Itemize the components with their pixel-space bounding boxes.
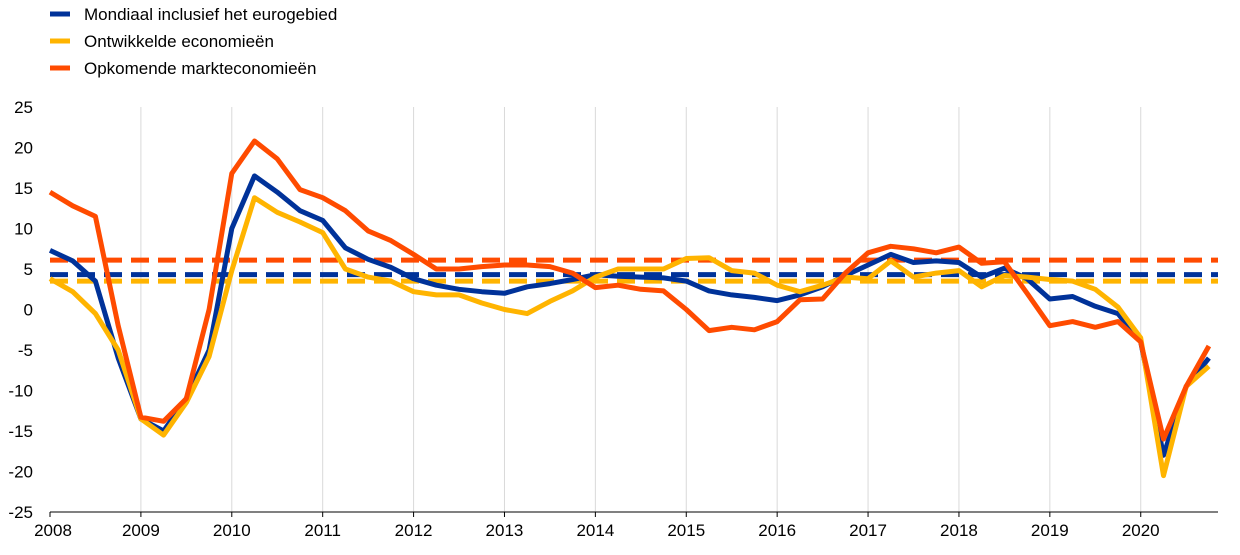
y-tick-label: 20 (14, 139, 33, 158)
x-axis: 2008 2009 2010 2011 2012 2013 2014 2015 2016 2017… (34, 511, 1218, 540)
x-tick-label: 2010 (213, 521, 251, 540)
x-tick-label: 2009 (122, 521, 160, 540)
y-tick-label: -15 (8, 422, 33, 441)
y-tick-label: 15 (14, 179, 33, 198)
x-tick-label: 2017 (849, 521, 887, 540)
y-tick-label: -5 (18, 341, 33, 360)
x-tick-label: 2011 (304, 521, 341, 540)
y-tick-label: 10 (14, 220, 33, 239)
legend-label-mondiaal-inclusief-het-eurogebied: Mondiaal inclusief het eurogebied (84, 5, 337, 24)
y-tick-label: 5 (24, 260, 33, 279)
x-tick-label: 2015 (667, 521, 705, 540)
y-tick-label: -10 (8, 382, 33, 401)
x-tick-label: 2014 (576, 521, 614, 540)
legend-label-opkomende-markteconomieen: Opkomende markteconomieën (84, 59, 316, 78)
legend-label-ontwikkelde-economieen: Ontwikkelde economieën (84, 32, 274, 51)
y-tick-label: 0 (24, 301, 33, 320)
x-tick-label: 2020 (1122, 521, 1160, 540)
x-tick-label: 2016 (758, 521, 796, 540)
x-tick-label: 2018 (940, 521, 978, 540)
series-lines (48, 138, 1212, 479)
series-line-opkomende-markteconomieen (48, 138, 1212, 442)
x-tick-label: 2019 (1031, 521, 1069, 540)
legend: Mondiaal inclusief het eurogebied Ontwikk… (50, 5, 337, 78)
x-tick-label: 2008 (34, 521, 72, 540)
y-axis: 25 20 15 10 5 0 -5 -10 -15 -20 -25 (8, 98, 33, 522)
y-tick-label: -25 (8, 503, 33, 522)
series-line-ontwikkelde-economieen (48, 195, 1211, 479)
x-tick-label: 2012 (395, 521, 433, 540)
y-tick-label: -20 (8, 463, 33, 482)
x-tick-label: 2013 (486, 521, 524, 540)
vertical-grid (140, 107, 1142, 512)
y-tick-label: 25 (14, 98, 33, 117)
